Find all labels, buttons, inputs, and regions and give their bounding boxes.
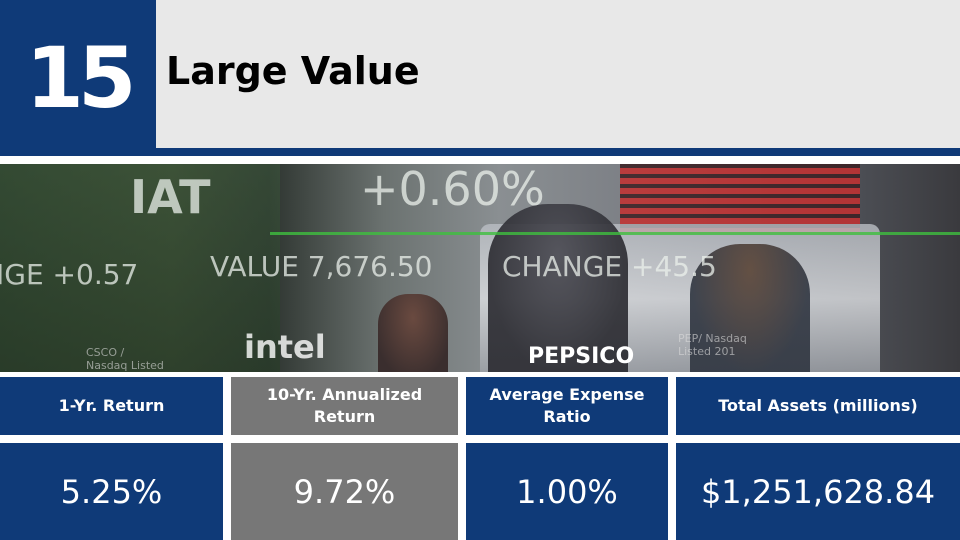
- stat-value-10yr-return: 9.72%: [231, 443, 458, 540]
- photo-person: [690, 244, 810, 372]
- stat-label-10yr-return: 10-Yr. Annualized Return: [231, 377, 458, 435]
- photo-change-right-text: CHANGE +45.5: [502, 250, 717, 283]
- photo-iat-text: IAT: [130, 170, 211, 224]
- pep-listing-text: PEP/ Nasdaq Listed 201: [678, 332, 747, 358]
- csco-listing-text: CSCO / Nasdaq Listed 1990: [86, 346, 164, 372]
- stat-value-expense-ratio: 1.00%: [466, 443, 668, 540]
- page-title: Large Value: [166, 49, 420, 93]
- market-photo: +0.60% IAT IGE +0.57 VALUE 7,676.50 CHAN…: [0, 164, 960, 372]
- photo-percent-text: +0.60%: [360, 164, 545, 216]
- pepsico-logo: PEPSICO: [528, 344, 635, 369]
- stat-value-1yr-return: 5.25%: [0, 443, 223, 540]
- stat-label-expense-ratio: Average Expense Ratio: [466, 377, 668, 435]
- stat-value-total-assets: $1,251,628.84: [676, 443, 960, 540]
- intel-logo: intel: [244, 328, 326, 366]
- title-banner: Large Value: [156, 0, 960, 156]
- photo-change-left-text: IGE +0.57: [0, 258, 139, 291]
- stat-label-1yr-return: 1-Yr. Return: [0, 377, 223, 435]
- stat-label-total-assets: Total Assets (millions): [676, 377, 960, 435]
- ticker-line: [270, 232, 960, 235]
- photo-value-text: VALUE 7,676.50: [210, 250, 433, 283]
- rank-number: 15: [0, 0, 156, 156]
- photo-left-tint: [0, 164, 280, 372]
- photo-person: [378, 294, 448, 372]
- ticker-board-glow: [620, 164, 860, 234]
